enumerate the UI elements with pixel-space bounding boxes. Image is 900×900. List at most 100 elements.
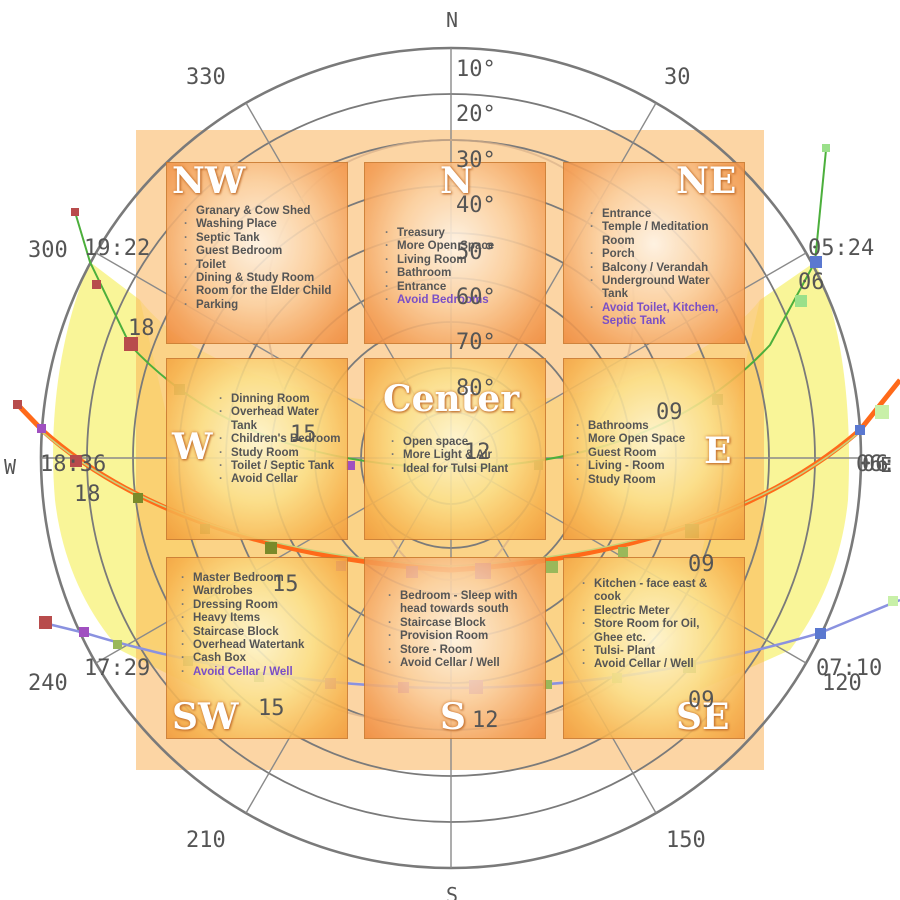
zone-list-center: Open space More Light & Air Ideal for Tu…	[389, 436, 539, 477]
list-item: Living Room	[383, 254, 538, 268]
list-item: Cash Box	[179, 652, 339, 666]
list-item: Dinning Room	[217, 393, 342, 407]
list-item-avoid: Avoid Toilet, Kitchen, Septic Tank	[588, 302, 738, 329]
bearing-label-120: 120	[822, 671, 862, 696]
altitude-label-50: 50°	[456, 240, 496, 265]
zone-title-sw: SW	[172, 696, 239, 738]
hour-label: 15	[258, 696, 285, 721]
hour-label: 09	[656, 400, 683, 425]
compass-south-label: S	[446, 883, 459, 900]
list-item: Wardrobes	[179, 585, 339, 599]
hour-label: 06	[798, 270, 825, 295]
zone-list-n: Treasury More Open Space Living Room Bat…	[383, 227, 538, 308]
zone-list-se: Kitchen - face east & cook Electric Mete…	[580, 578, 730, 672]
list-item: Avoid Cellar / Well	[580, 658, 730, 672]
list-item: Staircase Block	[386, 617, 536, 631]
altitude-label-10: 10°	[456, 57, 496, 82]
compass-east-label: E	[880, 453, 893, 477]
hour-label: 12	[472, 708, 499, 733]
bearing-label-150: 150	[666, 828, 706, 853]
bearing-label-210: 210	[186, 828, 226, 853]
list-item: More Light & Air	[389, 449, 539, 463]
list-item: Underground Water Tank	[588, 275, 738, 302]
list-item: Temple / Meditation Room	[588, 221, 738, 248]
list-item: Bedroom - Sleep with head towards south	[386, 590, 536, 617]
zone-list-e: Bathrooms More Open Space Guest Room Liv…	[574, 420, 734, 487]
list-item: Avoid Cellar / Well	[386, 657, 536, 671]
list-item: Room for the Elder Child	[182, 285, 342, 299]
hour-label: 09	[688, 688, 715, 713]
list-item: Entrance	[588, 208, 738, 222]
list-item: Store Room for Oil, Ghee etc.	[580, 618, 730, 645]
compass-north-label: N	[446, 8, 459, 32]
list-item: Avoid Cellar	[217, 473, 342, 487]
hour-label: 15	[272, 572, 299, 597]
list-item: Treasury	[383, 227, 538, 241]
list-item: Toilet / Septic Tank	[217, 460, 342, 474]
time-label-sunrise-summer: 05:24	[808, 236, 875, 261]
list-item-avoid: Avoid Bedrooms	[383, 294, 538, 308]
list-item: Master Bedroom	[179, 572, 339, 586]
list-item: Granary & Cow Shed	[182, 205, 342, 219]
list-item: Living - Room	[574, 460, 734, 474]
hour-label: 15	[290, 422, 317, 447]
list-item: More Open Space	[383, 240, 538, 254]
altitude-label-70: 70°	[456, 330, 496, 355]
hour-label: 09	[688, 552, 715, 577]
list-item: Overhead Watertank	[179, 639, 339, 653]
hour-label: 18	[74, 482, 101, 507]
list-item: Parking	[182, 299, 342, 313]
altitude-label-80: 80°	[456, 376, 496, 401]
list-item: Toilet	[182, 259, 342, 273]
zone-title-s: S	[440, 696, 466, 738]
list-item: Ideal for Tulsi Plant	[389, 463, 539, 477]
zone-title-n: N	[440, 160, 473, 202]
time-label-sunrise-winter: 07:10	[816, 656, 883, 681]
list-item: Study Room	[574, 474, 734, 488]
list-item: Bathrooms	[574, 420, 734, 434]
hour-label: 12	[464, 440, 491, 465]
list-item: Dining & Study Room	[182, 272, 342, 286]
altitude-label-30: 30°	[456, 148, 496, 173]
altitude-label-20: 20°	[456, 102, 496, 127]
zone-list-nw: Granary & Cow Shed Washing Place Septic …	[182, 205, 342, 313]
list-item: Staircase Block	[179, 626, 339, 640]
list-item: Provision Room	[386, 630, 536, 644]
zone-title-se: SE	[676, 696, 730, 738]
hour-label: 06	[862, 452, 889, 477]
list-item-avoid: Avoid Cellar / Well	[179, 666, 339, 680]
bearing-label-330: 330	[186, 65, 226, 90]
list-item: Porch	[588, 248, 738, 262]
time-label-sunrise-equinox: 06:	[856, 452, 896, 477]
zone-list-sw: Master Bedroom Wardrobes Dressing Room H…	[179, 572, 339, 680]
altitude-label-60: 60°	[456, 285, 496, 310]
list-item: Guest Room	[574, 447, 734, 461]
list-item: Children's Bedroom	[217, 433, 342, 447]
list-item: Guest Bedroom	[182, 245, 342, 259]
zone-list-s: Bedroom - Sleep with head towards south …	[386, 590, 536, 671]
list-item: Dressing Room	[179, 599, 339, 613]
list-item: Washing Place	[182, 218, 342, 232]
compass-west-label: W	[4, 455, 17, 479]
list-item: Electric Meter	[580, 605, 730, 619]
altitude-label-40: 40°	[456, 193, 496, 218]
hour-label: 18	[128, 316, 155, 341]
list-item: Study Room	[217, 447, 342, 461]
list-item: Entrance	[383, 281, 538, 295]
list-item: Heavy Items	[179, 612, 339, 626]
zone-title-ne: NE	[676, 160, 737, 202]
list-item: Balcony / Verandah	[588, 262, 738, 276]
list-item: Store - Room	[386, 644, 536, 658]
list-item: Overhead Water Tank	[217, 406, 342, 433]
list-item: Kitchen - face east & cook	[580, 578, 730, 605]
list-item: Open space	[389, 436, 539, 450]
bearing-label-30: 30	[664, 65, 691, 90]
bearing-label-300: 300	[28, 238, 68, 263]
list-item: More Open Space	[574, 433, 734, 447]
time-label-sunset-equinox: 18:36	[40, 452, 107, 477]
list-item: Tulsi- Plant	[580, 645, 730, 659]
zone-title-nw: NW	[172, 160, 246, 202]
list-item: Bathroom	[383, 267, 538, 281]
zone-list-w: Dinning Room Overhead Water Tank Childre…	[217, 393, 342, 487]
